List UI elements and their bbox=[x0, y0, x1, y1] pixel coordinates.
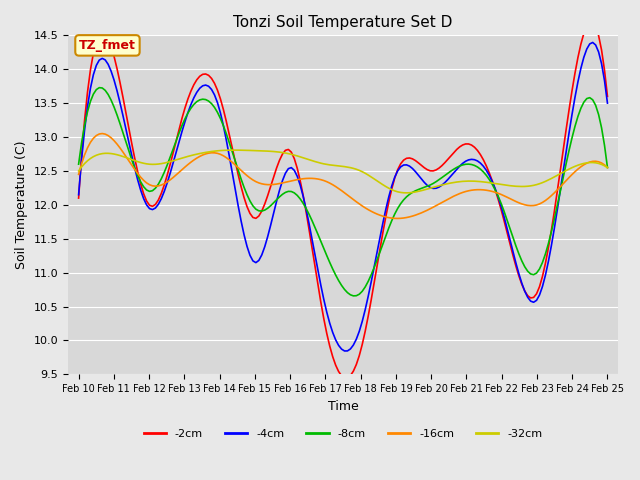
-32cm bbox=[231, 147, 239, 153]
-32cm bbox=[592, 160, 600, 166]
Line: -4cm: -4cm bbox=[79, 42, 607, 351]
-32cm bbox=[403, 190, 410, 196]
-16cm bbox=[84, 145, 92, 151]
Line: -2cm: -2cm bbox=[79, 22, 607, 378]
-4cm bbox=[137, 187, 145, 193]
-32cm bbox=[278, 150, 286, 156]
-8cm bbox=[95, 85, 103, 91]
-4cm bbox=[589, 39, 596, 45]
-8cm bbox=[278, 192, 286, 197]
-2cm bbox=[184, 96, 192, 102]
-8cm bbox=[187, 106, 195, 111]
-32cm bbox=[75, 168, 83, 174]
-4cm bbox=[592, 42, 600, 48]
Text: TZ_fmet: TZ_fmet bbox=[79, 39, 136, 52]
Line: -8cm: -8cm bbox=[79, 88, 607, 296]
-2cm bbox=[589, 19, 596, 25]
-4cm bbox=[84, 104, 92, 110]
-32cm bbox=[84, 158, 92, 164]
-16cm bbox=[99, 131, 106, 136]
X-axis label: Time: Time bbox=[328, 400, 358, 413]
-2cm bbox=[604, 94, 611, 99]
Line: -32cm: -32cm bbox=[79, 150, 607, 193]
-8cm bbox=[550, 216, 558, 222]
-32cm bbox=[550, 174, 558, 180]
-8cm bbox=[75, 161, 83, 167]
-16cm bbox=[187, 159, 195, 165]
-8cm bbox=[349, 293, 357, 299]
-4cm bbox=[75, 192, 83, 198]
-16cm bbox=[394, 216, 401, 221]
Legend: -2cm, -4cm, -8cm, -16cm, -32cm: -2cm, -4cm, -8cm, -16cm, -32cm bbox=[139, 424, 547, 444]
-16cm bbox=[278, 180, 286, 186]
-2cm bbox=[340, 375, 348, 381]
-4cm bbox=[184, 110, 192, 116]
-4cm bbox=[547, 243, 555, 249]
-4cm bbox=[604, 100, 611, 106]
Y-axis label: Soil Temperature (C): Soil Temperature (C) bbox=[15, 141, 28, 269]
-4cm bbox=[276, 187, 284, 193]
-2cm bbox=[276, 157, 284, 163]
-2cm bbox=[592, 24, 600, 29]
-32cm bbox=[184, 154, 192, 159]
-8cm bbox=[140, 184, 147, 190]
-8cm bbox=[604, 165, 611, 170]
-16cm bbox=[550, 190, 558, 196]
-32cm bbox=[604, 165, 611, 170]
-4cm bbox=[340, 348, 348, 354]
-2cm bbox=[84, 90, 92, 96]
-2cm bbox=[137, 181, 145, 187]
-8cm bbox=[592, 102, 600, 108]
-16cm bbox=[604, 165, 611, 170]
-8cm bbox=[84, 109, 92, 115]
-16cm bbox=[140, 178, 147, 183]
-16cm bbox=[592, 158, 600, 164]
-2cm bbox=[75, 195, 83, 201]
-32cm bbox=[137, 160, 145, 166]
Title: Tonzi Soil Temperature Set D: Tonzi Soil Temperature Set D bbox=[234, 15, 452, 30]
Line: -16cm: -16cm bbox=[79, 133, 607, 218]
-2cm bbox=[547, 228, 555, 233]
-16cm bbox=[75, 171, 83, 177]
